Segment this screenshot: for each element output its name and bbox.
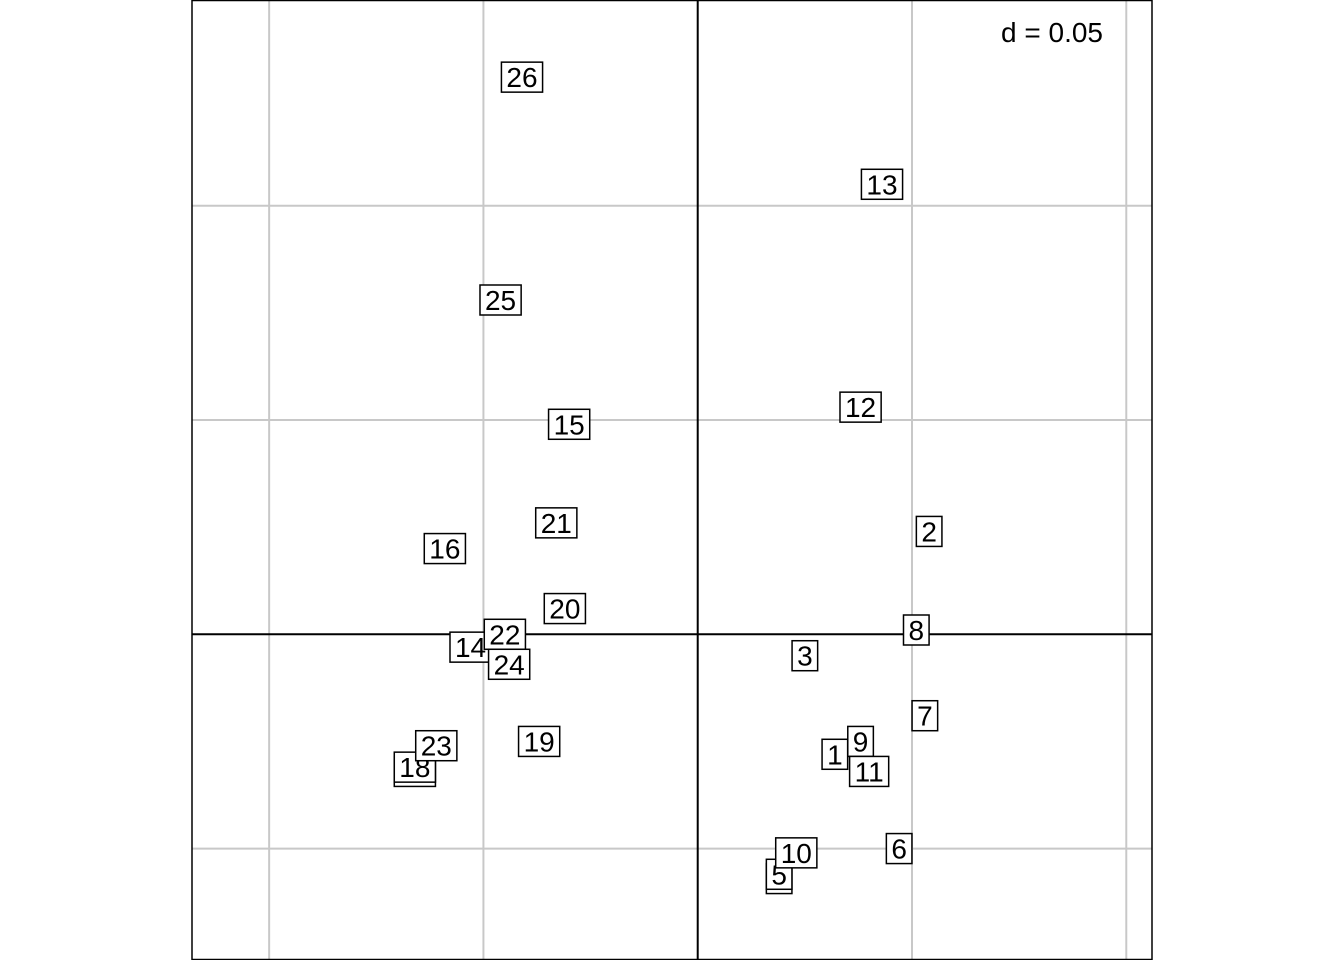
point-label-box <box>911 699 939 732</box>
scale-label: d = 0.05 <box>1001 17 1103 48</box>
point-label-text: 20 <box>549 594 580 625</box>
point-label: 18 <box>393 751 437 783</box>
point-label: 24 <box>487 648 531 681</box>
point-label: 3 <box>791 639 819 672</box>
point-label-text: 15 <box>554 409 585 440</box>
point-label-text: 25 <box>485 285 516 316</box>
point-label: 26 <box>500 61 544 93</box>
point-label-box <box>860 168 904 201</box>
point-label-box <box>534 507 578 539</box>
point-label-text: 14 <box>455 632 486 663</box>
point-label-text: 21 <box>541 508 572 539</box>
point-label-text: 6 <box>891 834 907 865</box>
point-label-box <box>483 618 527 651</box>
point-label-text: 9 <box>853 726 869 757</box>
point-label: 7 <box>911 699 939 732</box>
point-label: 23 <box>414 729 458 762</box>
point-label: 6 <box>885 832 913 865</box>
point-label-text: 10 <box>781 838 812 869</box>
point-label-box <box>915 515 943 548</box>
point-label-box <box>423 532 467 565</box>
point-label: 1 <box>821 738 849 770</box>
point-label: 19 <box>517 725 561 758</box>
point-label-text: 3 <box>797 641 813 672</box>
point-label-box <box>487 648 531 681</box>
point-label: 2 <box>915 515 943 548</box>
point-label: 13 <box>860 168 904 201</box>
point-label-box <box>848 755 890 788</box>
point-labels: 1234567891011121314151617181920212223242… <box>393 61 943 895</box>
point-label-text: 11 <box>855 756 884 787</box>
point-label: 12 <box>839 391 882 423</box>
origin-axes <box>192 0 1152 960</box>
point-label-box <box>902 614 930 646</box>
point-label-text: 22 <box>489 619 520 650</box>
grid-lines <box>192 0 1152 960</box>
point-label: 21 <box>534 507 578 539</box>
point-label-box <box>414 729 458 762</box>
point-label-text: 2 <box>921 516 937 547</box>
point-label-box <box>547 408 591 441</box>
point-label-box <box>500 61 544 93</box>
point-label-box <box>479 284 522 316</box>
point-label-box <box>517 725 561 758</box>
point-label-text: 8 <box>908 615 924 646</box>
point-label-box <box>885 832 913 865</box>
point-label: 9 <box>847 725 875 758</box>
point-label-text: 24 <box>494 649 525 680</box>
point-label-text: 19 <box>524 726 555 757</box>
point-label-text: 12 <box>845 392 876 423</box>
point-label-box <box>847 725 875 758</box>
point-label: 25 <box>479 284 522 316</box>
point-label: 11 <box>848 755 890 788</box>
point-label-box <box>839 391 882 423</box>
point-label-text: 7 <box>917 701 933 732</box>
point-label-text: 1 <box>827 739 843 770</box>
point-label-text: 23 <box>421 731 452 762</box>
point-label-text: 13 <box>866 169 897 200</box>
point-label: 15 <box>547 408 591 441</box>
point-label-text: 26 <box>506 62 537 93</box>
point-label-box <box>543 592 587 625</box>
point-label: 8 <box>902 614 930 646</box>
point-label-box <box>774 837 818 869</box>
point-label: 20 <box>543 592 587 625</box>
point-label: 16 <box>423 532 467 565</box>
plot-frame <box>191 0 1153 960</box>
point-label: 10 <box>774 837 818 869</box>
point-label: 22 <box>483 618 527 651</box>
point-label-text: 16 <box>429 534 460 565</box>
point-label-box <box>791 639 819 672</box>
